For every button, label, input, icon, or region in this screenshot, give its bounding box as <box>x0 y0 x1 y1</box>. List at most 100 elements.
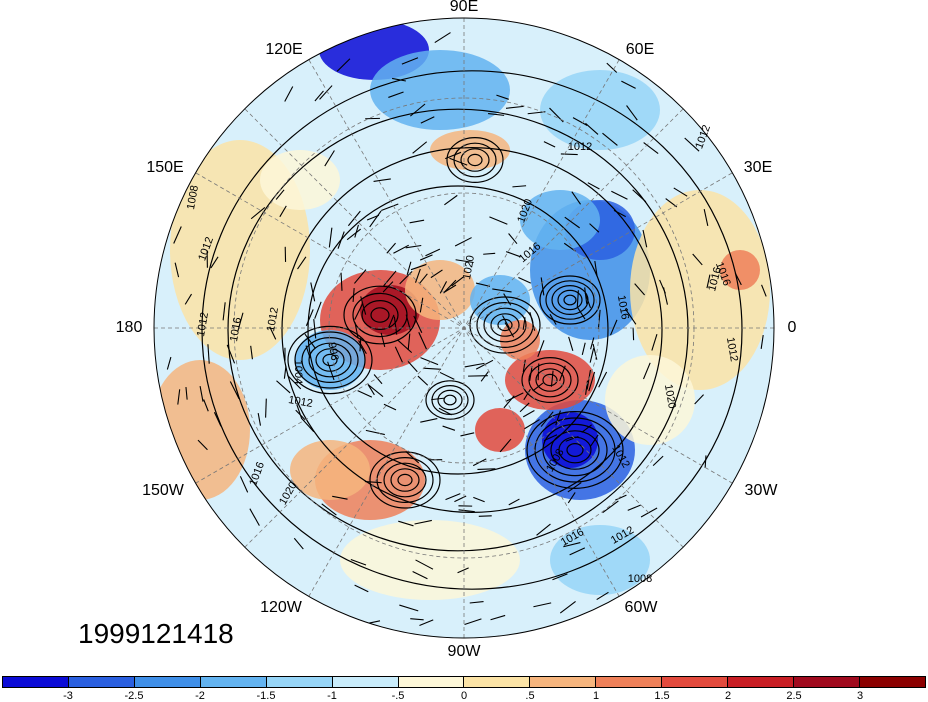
wind-barb <box>559 365 566 382</box>
wind-barb <box>560 153 578 156</box>
wind-barb <box>257 413 262 426</box>
isobar <box>542 373 558 387</box>
anomaly-patch <box>475 408 525 452</box>
isobar <box>545 280 595 320</box>
wind-barb <box>420 418 438 423</box>
isobar <box>322 353 338 367</box>
anomaly-patch <box>605 355 695 445</box>
wind-barb <box>239 476 249 493</box>
isobar <box>370 307 390 323</box>
wind-barb <box>632 189 647 203</box>
wind-barb <box>464 618 482 626</box>
wind-barb <box>340 272 343 291</box>
colorbar-tick-label: -.5 <box>391 690 405 702</box>
wind-barb <box>412 141 428 154</box>
isobar <box>301 337 359 384</box>
wind-barb <box>328 227 333 248</box>
wind-barb <box>337 231 345 249</box>
contour-label: 1020 <box>662 383 678 409</box>
colorbar-segment <box>464 677 531 687</box>
wind-barb <box>249 508 260 526</box>
wind-barb <box>475 282 491 287</box>
wind-barb <box>184 293 192 305</box>
wind-barb <box>586 369 591 390</box>
wind-barb <box>382 281 394 293</box>
isobar <box>558 436 592 464</box>
anomaly-patch <box>505 350 595 410</box>
contour-label: 1016 <box>228 316 244 342</box>
wind-barb <box>314 301 322 319</box>
contour-label: 1004 <box>292 360 304 384</box>
lon-label-90w: 90W <box>447 643 481 660</box>
isobar <box>201 70 743 590</box>
wind-barb <box>585 122 599 135</box>
isobar <box>397 473 413 487</box>
wind-barb <box>613 209 626 218</box>
wind-barb <box>602 500 619 514</box>
wind-barb <box>568 336 574 351</box>
wind-barb <box>413 315 423 333</box>
isobar <box>287 325 373 395</box>
isobar <box>542 423 608 477</box>
colorbar-segment <box>596 677 663 687</box>
lon-label-120e: 120E <box>265 41 303 58</box>
wind-barb <box>499 438 512 453</box>
isobar <box>281 147 663 513</box>
wind-barb <box>502 315 510 329</box>
wind-barb <box>399 270 413 285</box>
wind-barb <box>490 614 506 621</box>
wind-barb <box>692 253 703 266</box>
colorbar-segment <box>200 677 267 687</box>
wind-barb <box>602 132 618 146</box>
contour-label: 1016 <box>615 294 631 320</box>
contour-label: 1012 <box>568 141 592 153</box>
lon-label-150w: 150W <box>142 482 184 499</box>
wind-barb <box>522 409 535 418</box>
wind-barb <box>663 287 668 305</box>
wind-barb <box>381 203 399 212</box>
wind-barb <box>518 276 532 284</box>
wind-barb <box>199 386 204 402</box>
wind-barb <box>409 103 426 117</box>
wind-barb <box>287 374 302 390</box>
wind-barb <box>597 309 601 330</box>
contour-label: 1020 <box>461 254 477 280</box>
wind-barb <box>177 389 181 405</box>
wind-barb <box>652 455 664 466</box>
colorbar-segment <box>3 677 69 687</box>
wind-barb <box>383 270 397 287</box>
contour-label: 1008 <box>628 573 652 585</box>
anomaly-shading <box>154 20 770 600</box>
wind-barb <box>564 216 580 229</box>
colorbar-tick-label: -1.5 <box>256 690 276 702</box>
anomaly-patch <box>520 190 600 250</box>
wind-barb <box>327 361 335 381</box>
wind-barb <box>673 187 688 197</box>
wind-barb <box>265 398 267 418</box>
colorbar-segment <box>134 677 201 687</box>
wind-barb <box>457 567 469 574</box>
wind-barb <box>651 334 658 351</box>
wind-barb <box>442 425 456 431</box>
wind-barb <box>577 307 586 320</box>
wind-barb <box>505 105 524 109</box>
isobar <box>535 368 565 392</box>
wind-barb <box>443 279 457 293</box>
wind-barb <box>399 604 419 612</box>
wind-barb <box>434 32 451 44</box>
isobar <box>369 451 441 509</box>
isobar <box>526 411 624 490</box>
wind-barb <box>565 436 579 442</box>
isobar <box>467 153 483 167</box>
anomaly-patch <box>370 50 510 130</box>
wind-barb <box>354 584 369 593</box>
wind-barb <box>445 493 461 501</box>
anomaly-patch <box>154 360 250 500</box>
wind-barb <box>503 293 512 306</box>
wind-barb <box>354 269 367 284</box>
wind-barb <box>407 333 411 351</box>
wind-barb <box>388 91 404 98</box>
wind-barb <box>406 261 412 276</box>
date-time-stamp: 1999121418 <box>78 618 234 649</box>
wind-barb <box>473 496 485 503</box>
